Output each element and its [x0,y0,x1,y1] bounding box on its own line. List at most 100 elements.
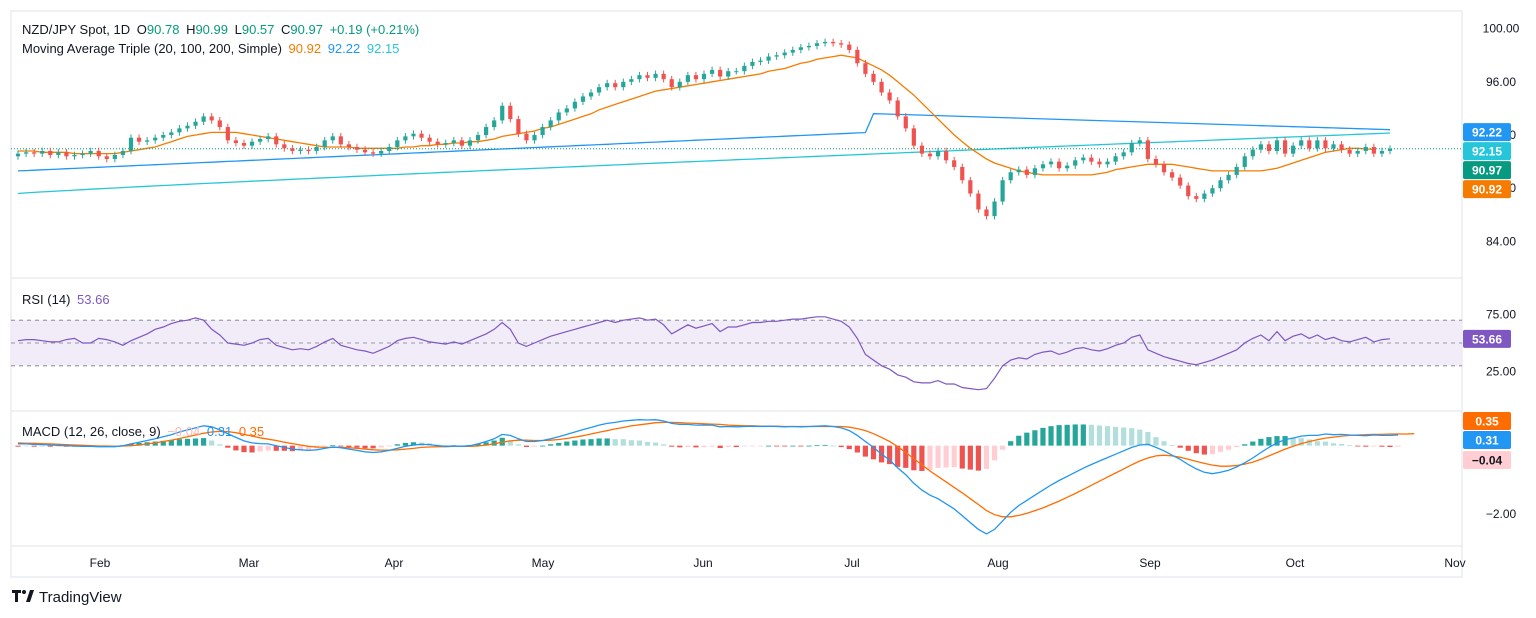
candle-body [492,120,497,128]
macd-histogram-bar [967,445,973,470]
macd-histogram-bar [951,445,957,468]
candle-body [1081,157,1086,161]
macd-histogram-bar [1064,424,1070,446]
macd-histogram-bar [798,445,804,447]
candle-body [48,150,53,155]
candle-body [23,152,29,154]
macd-histogram-bar [1395,445,1401,447]
candle-body [258,139,263,142]
macd-histogram-bar [1338,443,1345,446]
macd-histogram-bar [491,440,497,446]
close-value: 90.97 [290,22,323,37]
macd-histogram-bar [701,445,707,448]
candle-body [798,47,803,50]
candle-body [322,140,327,147]
macd-histogram-bar [354,445,360,448]
candle-body [274,136,279,145]
macd-value: 0.31 [206,424,233,439]
macd-histogram-bar [386,445,392,447]
candle-body [701,73,707,80]
candle-body [395,140,400,147]
candle-body [693,75,699,80]
candle-body [814,43,820,46]
candle-body [879,81,884,93]
macd-histogram-bar [1008,441,1014,446]
candle-body [403,136,408,141]
macd-histogram-bar [1088,424,1094,446]
price-tick-4: 84.00 [1486,234,1516,248]
macd-histogram-bar [1250,441,1256,446]
macd-histogram-bar [1193,445,1199,454]
macd-histogram-bar [1347,445,1353,447]
change-value: +0.19 (+0.21%) [329,22,420,37]
price-badge-label-1: 92.15 [1472,145,1502,159]
macd-histogram-bar [31,445,37,447]
candle-body [1105,161,1110,165]
macd-histogram-bar [394,444,400,446]
price-tick-0: 100.00 [1483,22,1520,36]
macd-histogram-bar [1387,445,1393,448]
candle-body [233,140,239,144]
macd-histogram-bar [733,445,739,448]
candle-body [1371,146,1376,154]
candle-body [806,45,812,48]
x-tick-apr: Apr [385,556,404,570]
candle-body [645,75,650,78]
macd-signal-badge-label: 0.35 [1475,415,1499,429]
candle-body [1129,143,1134,153]
macd-histogram-bar [693,445,699,448]
macd-histogram-bar [370,445,376,449]
macd-histogram-bar [983,445,990,469]
macd-histogram-bar [822,444,828,446]
macd-histogram-bar [128,443,134,446]
candle-body [1266,144,1272,151]
macd-histogram-bar [975,445,981,471]
macd-histogram-bar [257,445,263,452]
macd-histogram-bar [475,443,481,446]
candle-body [500,105,505,121]
macd-histogram-bar [596,438,602,446]
candle-body [346,144,351,147]
macd-histogram-bar [1129,428,1135,446]
macd-histogram-bar [289,445,295,452]
ma100-value: 92.22 [327,41,361,56]
candle-body [887,92,892,101]
macd-histogram-bar [895,445,901,467]
macd-histogram-bar [580,439,586,446]
candle-body [984,209,989,217]
ma100-line [17,113,1391,172]
candle-body [298,149,303,151]
candle-body [831,41,836,44]
macd-histogram-bar [1258,438,1264,446]
candle-body [1307,140,1312,149]
candle-body [1282,140,1288,154]
macd-histogram-bar [1306,439,1312,446]
macd-histogram-bar [1330,443,1337,446]
macd-histogram-bar [507,440,513,446]
macd-histogram-bar [297,445,304,451]
candle-body [136,137,142,142]
candle-body [839,43,844,45]
candle-body [1331,144,1336,149]
price-badge-3 [1463,180,1511,199]
candle-body [758,60,763,62]
macd-histogram-bar [1169,444,1175,446]
candle-body [1008,172,1013,181]
candle-body [467,140,473,146]
candle-body [1347,149,1352,154]
macd-histogram-bar [1104,426,1111,446]
candle-body [104,156,109,159]
candle-body [419,133,424,138]
macd-histogram-bar [636,440,643,446]
macd-histogram-bar [1080,424,1086,446]
macd-histogram-bar [1153,437,1159,446]
candle-body [661,73,666,80]
candle-body [185,125,190,129]
candle-body [734,71,739,73]
candle-body [217,120,222,128]
candle-body [1161,164,1167,173]
candle-body [685,75,690,82]
candle-body [1299,140,1304,146]
low-label: L [234,22,242,37]
macd-histogram-bar [322,445,328,447]
